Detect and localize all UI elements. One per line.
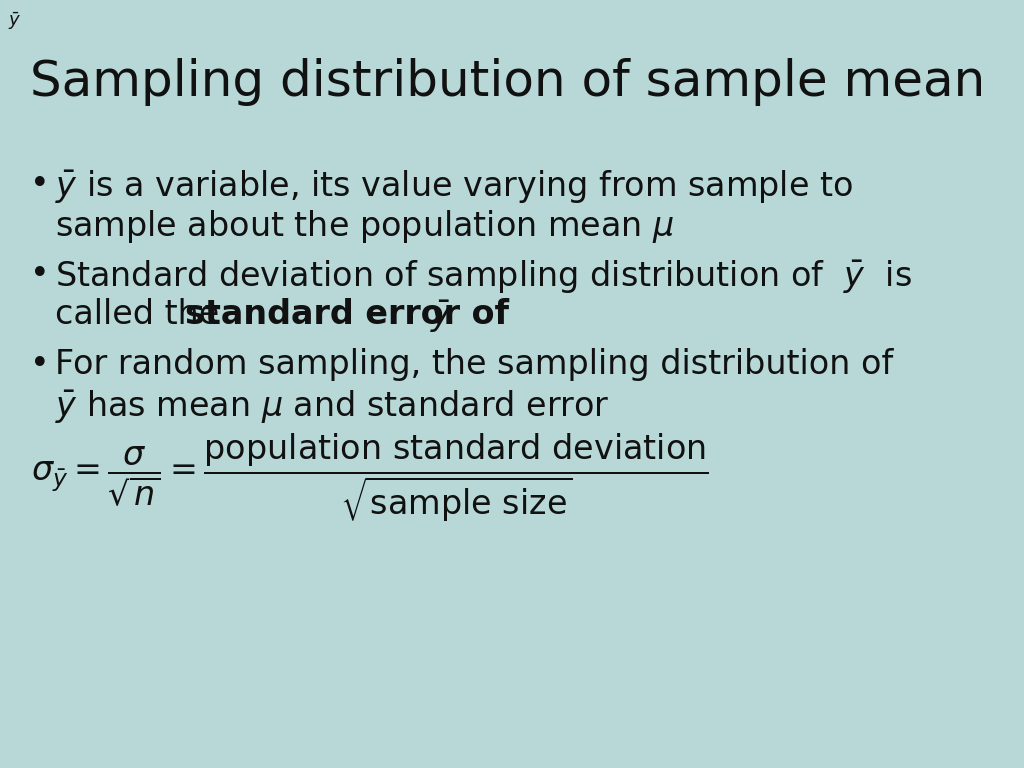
Text: standard error of: standard error of [185,298,509,331]
Text: $\bar{y}$ has mean $\mu$ and standard error: $\bar{y}$ has mean $\mu$ and standard er… [55,388,609,425]
Text: For random sampling, the sampling distribution of: For random sampling, the sampling distri… [55,348,893,381]
Text: $\bar{y}$: $\bar{y}$ [430,298,453,335]
Text: Standard deviation of sampling distribution of  $\bar{y}$  is: Standard deviation of sampling distribut… [55,258,911,295]
Text: $\bar{y}$: $\bar{y}$ [8,10,22,31]
Text: •: • [30,168,49,201]
Text: sample about the population mean $\mu$: sample about the population mean $\mu$ [55,208,675,245]
Text: $\bar{y}$ is a variable, its value varying from sample to: $\bar{y}$ is a variable, its value varyi… [55,168,853,205]
Text: •: • [30,348,49,381]
Text: Sampling distribution of sample mean: Sampling distribution of sample mean [30,58,985,106]
Text: called the: called the [55,298,229,331]
Text: •: • [30,258,49,291]
Text: $\sigma_{\bar{y}} = \dfrac{\sigma}{\sqrt{n}} = \dfrac{\mathrm{population\ standa: $\sigma_{\bar{y}} = \dfrac{\sigma}{\sqrt… [31,432,709,525]
